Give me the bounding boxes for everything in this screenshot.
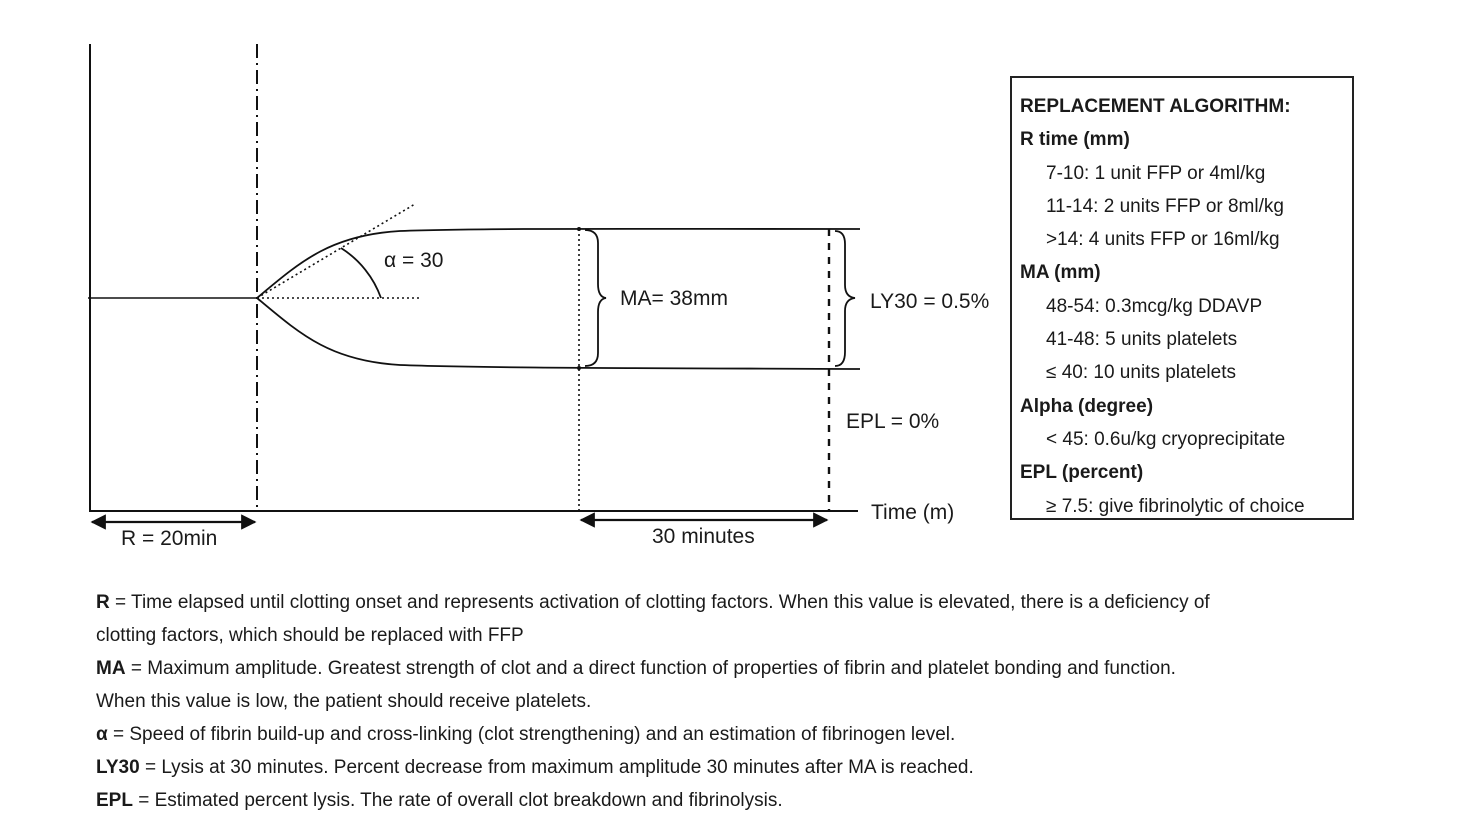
alpha-label: α = 30 — [384, 249, 443, 272]
algorithm-item: 48-54: 0.3mcg/kg DDAVP — [1046, 295, 1263, 317]
time-axis-label: Time (m) — [871, 501, 954, 524]
legend-text: = Time elapsed until clotting onset and … — [109, 592, 1210, 613]
epl-label: EPL = 0% — [846, 410, 939, 433]
algorithm-item: >14: 4 units FFP or 16ml/kg — [1046, 229, 1280, 251]
legend-term: MA — [96, 658, 126, 679]
legend-line-r: R = Time elapsed until clotting onset an… — [96, 586, 1396, 619]
legend-text: clotting factors, which should be replac… — [96, 625, 524, 646]
alpha-arc — [340, 247, 382, 299]
legend-line-r-cont: clotting factors, which should be replac… — [96, 619, 1396, 652]
replacement-algorithm-box: REPLACEMENT ALGORITHM: R time (mm) 7-10:… — [1010, 76, 1354, 520]
algorithm-heading-alpha: Alpha (degree) — [1020, 395, 1154, 417]
teg-diagram: α = 30 MA= 38mm LY30 = 0.5% EPL = 0% Tim… — [88, 44, 989, 550]
legend-text: = Maximum amplitude. Greatest strength o… — [125, 658, 1176, 679]
legend-line-ma: MA = Maximum amplitude. Greatest strengt… — [96, 652, 1396, 685]
ma-brace — [584, 229, 607, 367]
legend-text: = Lysis at 30 minutes. Percent decrease … — [139, 757, 974, 778]
alpha-tangent-line — [256, 203, 416, 299]
ly30-brace — [834, 230, 856, 367]
r-label: R = 20min — [121, 527, 217, 550]
upper-curve — [256, 227, 861, 299]
algorithm-item: 7-10: 1 unit FFP or 4ml/kg — [1046, 162, 1266, 184]
legend-line-alpha: α = Speed of fibrin build-up and cross-l… — [96, 718, 1396, 751]
algorithm-title: REPLACEMENT ALGORITHM: — [1020, 96, 1291, 117]
ma-point-top — [577, 227, 581, 231]
algorithm-item: 11-14: 2 units FFP or 8ml/kg — [1046, 195, 1284, 217]
legend-term: R — [96, 592, 110, 613]
algorithm-item: ≤ 40: 10 units platelets — [1046, 362, 1236, 384]
algorithm-item: ≥ 7.5: give fibrinolytic of choice — [1046, 495, 1305, 517]
lower-curve — [256, 297, 861, 370]
algorithm-item: 41-48: 5 units platelets — [1046, 329, 1238, 351]
definitions-legend: R = Time elapsed until clotting onset an… — [96, 586, 1396, 817]
legend-line-ma-cont: When this value is low, the patient shou… — [96, 685, 1396, 718]
algorithm-heading-ma: MA (mm) — [1020, 262, 1101, 284]
ma-label: MA= 38mm — [620, 287, 728, 310]
ly30-label: LY30 = 0.5% — [870, 290, 989, 313]
legend-text: = Speed of fibrin build-up and cross-lin… — [107, 724, 956, 745]
ma-point-bottom — [577, 366, 581, 370]
legend-text: When this value is low, the patient shou… — [96, 691, 592, 712]
legend-term: LY30 — [96, 757, 140, 778]
thirty-minutes-label: 30 minutes — [652, 525, 755, 548]
legend-line-ly30: LY30 = Lysis at 30 minutes. Percent decr… — [96, 751, 1396, 784]
legend-line-epl: EPL = Estimated percent lysis. The rate … — [96, 784, 1396, 817]
algorithm-item: < 45: 0.6u/kg cryoprecipitate — [1046, 428, 1286, 450]
legend-text: = Estimated percent lysis. The rate of o… — [132, 790, 783, 811]
algorithm-heading-r-time: R time (mm) — [1020, 129, 1130, 151]
legend-term: EPL — [96, 790, 133, 811]
algorithm-heading-epl: EPL (percent) — [1020, 462, 1144, 484]
legend-term: α — [96, 724, 108, 745]
